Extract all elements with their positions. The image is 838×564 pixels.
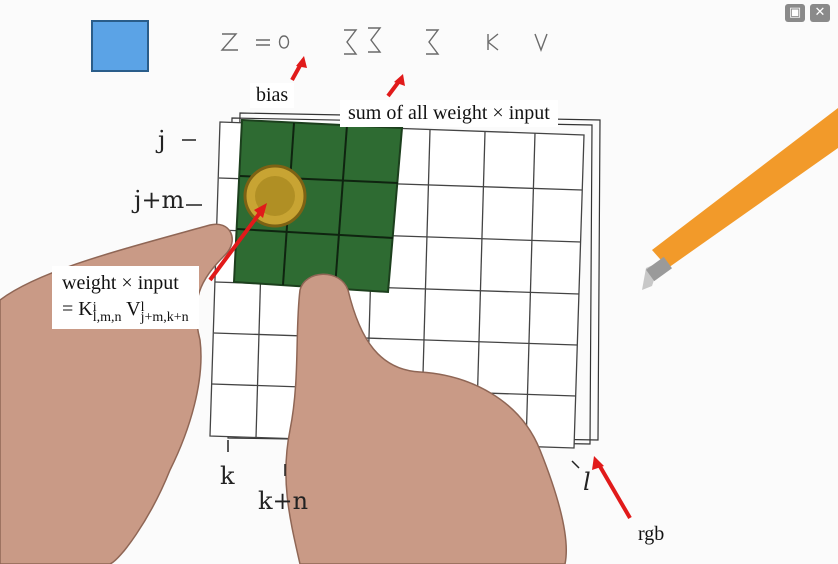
- formula-strip: [220, 27, 548, 55]
- v-sup: l: [140, 300, 145, 315]
- rgb-label: rgb: [638, 523, 665, 545]
- v-sub: j+m,k+n: [140, 310, 189, 325]
- handwritten-j: j: [158, 126, 166, 154]
- picture-in-picture-icon[interactable]: ▣: [785, 4, 805, 22]
- weight-eq-k: = K: [62, 298, 93, 320]
- k-sup: i: [92, 300, 97, 315]
- coin: [243, 164, 307, 228]
- pencil: [642, 108, 838, 290]
- weight-v: V: [121, 298, 141, 320]
- handwritten-k-plus-n: k+n: [258, 487, 309, 515]
- k-sub: l,m,n: [92, 310, 122, 325]
- weight-line-1: weight × input: [62, 272, 179, 294]
- handwritten-l: l: [583, 468, 591, 496]
- handwritten-k: k: [220, 462, 235, 490]
- handwritten-arrows: [182, 139, 580, 476]
- blue-square: [91, 20, 149, 72]
- red-arrows: [208, 56, 632, 520]
- close-icon[interactable]: ✕: [810, 4, 830, 22]
- handwritten-j-plus-m: j+m: [134, 186, 185, 214]
- bias-label: bias: [250, 83, 295, 108]
- v-indices: l j+m,k+n: [140, 300, 189, 325]
- sum-label: sum of all weight × input: [340, 100, 558, 127]
- k-indices: i l,m,n: [92, 300, 122, 325]
